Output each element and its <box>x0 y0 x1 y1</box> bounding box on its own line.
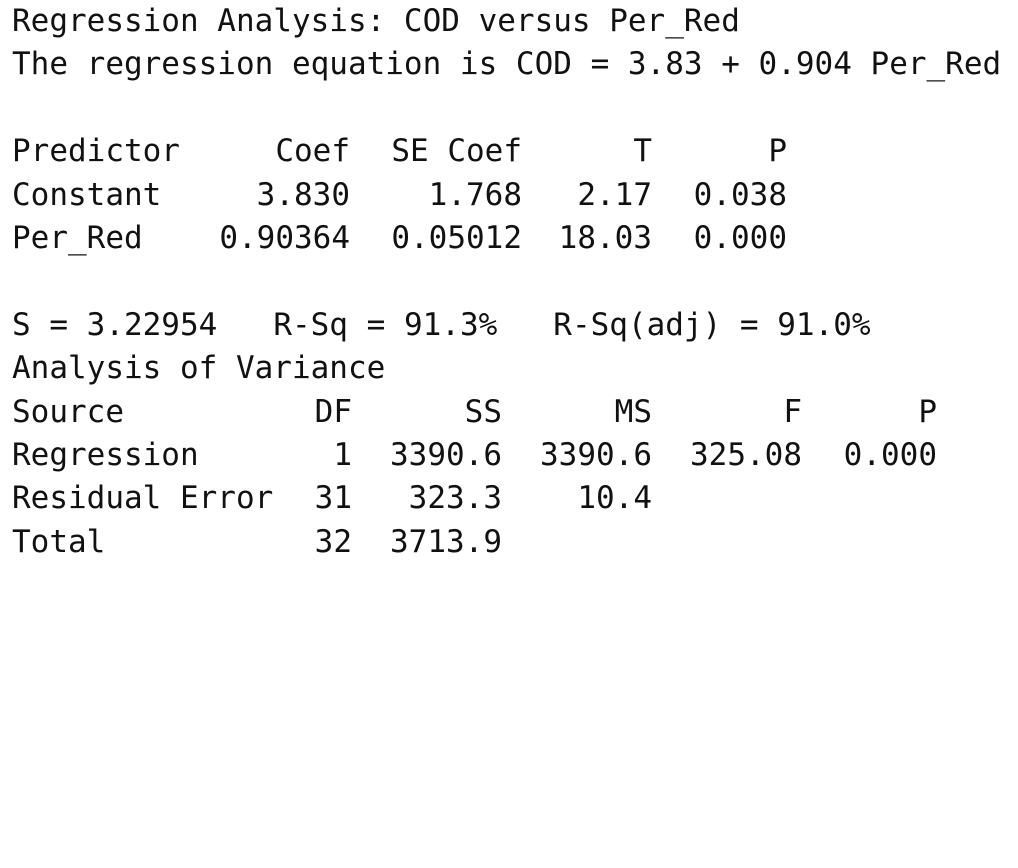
t-value: 18.03 <box>558 219 652 256</box>
anova-header-row: Source DF SS MS F P <box>12 391 1012 434</box>
df-value: 1 <box>333 436 352 473</box>
header-f: F <box>783 393 802 430</box>
p-value: 0.000 <box>843 436 937 473</box>
anova-title: Analysis of Variance <box>12 350 386 387</box>
spacer <box>12 260 1012 303</box>
table-row: Constant 3.830 1.768 2.17 0.038 <box>12 174 1012 217</box>
model-summary: S = 3.22954 R-Sq = 91.3% R-Sq(adj) = 91.… <box>12 304 1012 347</box>
coefficients-table: Predictor Coef SE Coef T P Constant 3.83… <box>12 130 1012 260</box>
se-coef-value: 1.768 <box>428 176 522 213</box>
header-ss: SS <box>464 393 502 430</box>
header-se-coef: SE Coef <box>391 133 522 170</box>
header-coef: Coef <box>275 133 350 170</box>
f-value: 325.08 <box>690 436 802 473</box>
ss-value: 323.3 <box>408 480 502 517</box>
spacer <box>12 87 1012 130</box>
header-source: Source <box>12 393 124 430</box>
predictor-name: Per_Red <box>12 219 143 256</box>
ss-value: 3390.6 <box>390 436 502 473</box>
source-name: Total <box>12 523 106 560</box>
table-row: Regression 1 3390.6 3390.6 325.08 0.000 <box>12 434 1012 477</box>
header-t: T <box>633 133 652 170</box>
df-value: 32 <box>314 523 352 560</box>
se-coef-value: 0.05012 <box>391 219 522 256</box>
ms-value: 3390.6 <box>540 436 652 473</box>
anova-table: Source DF SS MS F P Regression 1 3390.6 … <box>12 391 1012 565</box>
source-name: Residual Error <box>12 480 274 517</box>
header-df: DF <box>314 393 352 430</box>
header-p: P <box>918 393 937 430</box>
source-name: Regression <box>12 436 199 473</box>
regression-equation: The regression equation is COD = 3.83 + … <box>12 46 1002 83</box>
df-value: 31 <box>314 480 352 517</box>
table-row: Total 32 3713.9 <box>12 521 1012 564</box>
coefficients-header-row: Predictor Coef SE Coef T P <box>12 130 1012 173</box>
header-predictor: Predictor <box>12 133 180 170</box>
p-value: 0.000 <box>693 219 787 256</box>
coef-value: 0.90364 <box>219 219 350 256</box>
header-ms: MS <box>614 393 652 430</box>
table-row: Residual Error 31 323.3 10.4 <box>12 477 1012 520</box>
p-value: 0.038 <box>693 176 787 213</box>
output-title: Regression Analysis: COD versus Per_Red <box>12 3 740 39</box>
r-sq-adj-statistic: R-Sq(adj) = 91.0% <box>553 306 871 343</box>
predictor-name: Constant <box>12 176 162 213</box>
regression-output: Regression Analysis: COD versus Per_Red … <box>12 0 1012 564</box>
r-sq-statistic: R-Sq = 91.3% <box>273 306 498 343</box>
header-p: P <box>768 133 787 170</box>
s-statistic: S = 3.22954 <box>12 306 218 343</box>
ms-value: 10.4 <box>577 480 652 517</box>
table-row: Per_Red 0.90364 0.05012 18.03 0.000 <box>12 217 1012 260</box>
coef-value: 3.830 <box>256 176 350 213</box>
ss-value: 3713.9 <box>390 523 502 560</box>
t-value: 2.17 <box>577 176 652 213</box>
